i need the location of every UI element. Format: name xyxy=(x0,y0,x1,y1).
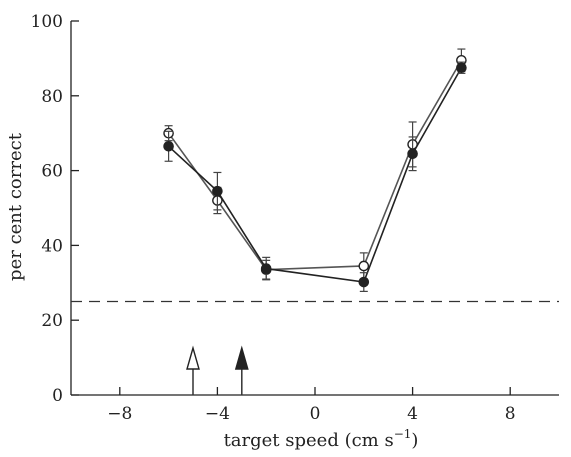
filled-circle-point xyxy=(456,62,467,74)
filled-arrow-marker xyxy=(234,345,249,370)
x-tick-label: −4 xyxy=(205,404,230,424)
y-axis-label: per cent correct xyxy=(5,132,26,281)
filled-circle-point xyxy=(260,263,272,274)
open-arrow-marker xyxy=(186,345,200,370)
y-tick-label: 0 xyxy=(52,386,63,406)
y-tick-label: 80 xyxy=(41,87,63,107)
plot-marks xyxy=(71,48,559,395)
series-filled-line xyxy=(168,67,463,283)
x-tick-label: −8 xyxy=(107,404,132,424)
x-tick-label: 4 xyxy=(407,404,418,424)
x-axis-label-text: target speed (cm s xyxy=(224,430,394,451)
x-axis-label: target speed (cm s−1) xyxy=(224,427,419,451)
x-axis-label-close: ) xyxy=(411,430,418,451)
filled-circle-point xyxy=(163,140,174,152)
y-tick-label: 60 xyxy=(41,162,63,182)
x-axis-label-superscript: −1 xyxy=(394,427,412,441)
y-tick-label: 100 xyxy=(31,12,63,32)
open-circle-point xyxy=(358,260,370,272)
y-tick-label: 20 xyxy=(41,311,63,331)
y-tick-label: 40 xyxy=(41,236,63,256)
axes: 0 20 40 60 80 100 −8 −4 0 4 8 xyxy=(31,12,559,424)
series-open-line xyxy=(167,59,463,271)
filled-circle-point xyxy=(358,276,370,288)
filled-circle-point xyxy=(407,148,418,160)
x-tick-label: 0 xyxy=(310,404,321,424)
filled-circle-point xyxy=(212,185,223,197)
x-tick-label: 8 xyxy=(505,404,516,424)
